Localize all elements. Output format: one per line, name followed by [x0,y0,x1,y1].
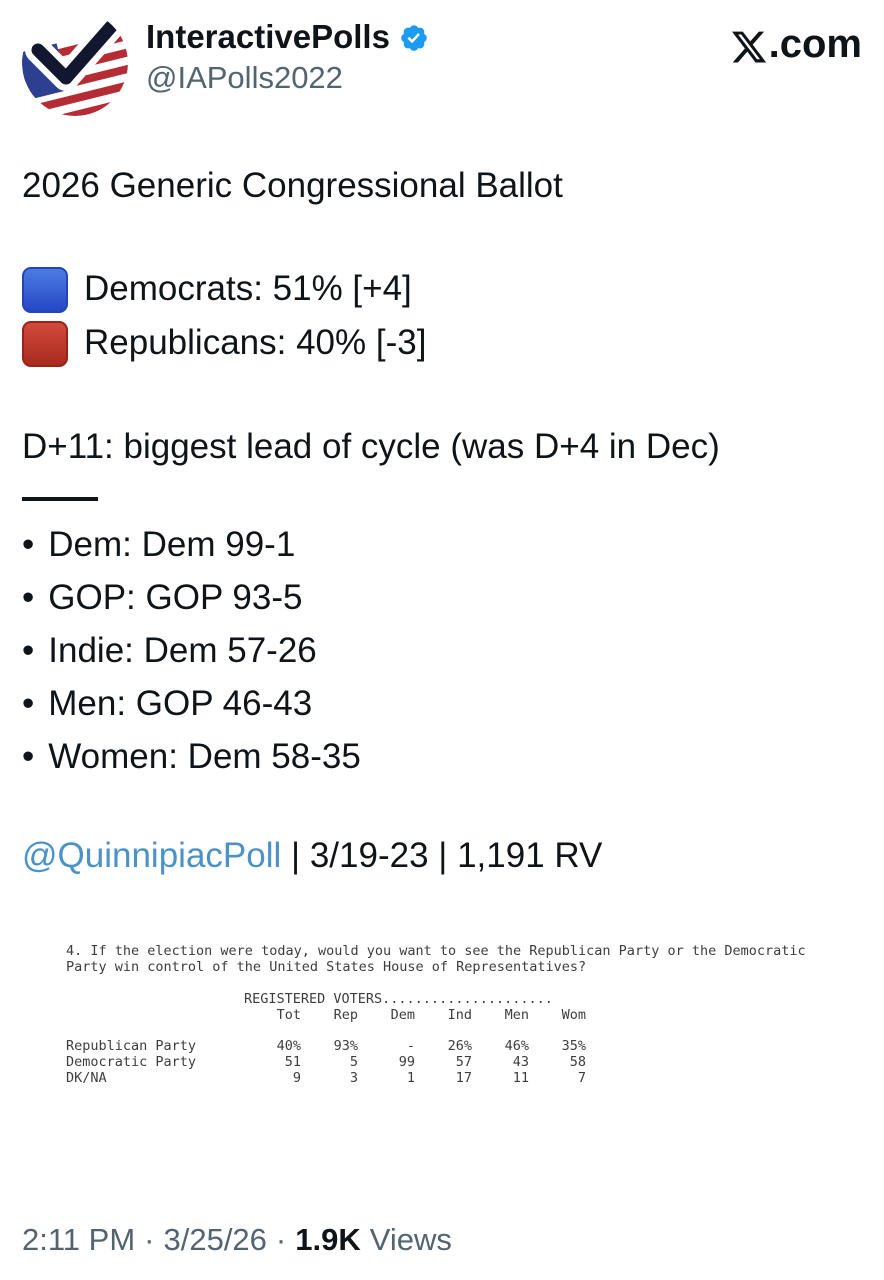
row-label: Republican Party [66,1037,197,1054]
bullet-text: Indie: Dem 57-26 [48,631,317,671]
xcom-watermark: .com [730,10,862,67]
table-cell: 58 [569,1053,586,1070]
table-cell: 46% [504,1037,529,1054]
bullet-icon: • [22,525,35,565]
table-row: Democratic Party 51 5 99 57 43 58 [66,1054,862,1070]
table-cell: 7 [577,1069,586,1086]
table-cell: 9 [292,1069,301,1086]
column-header: Dem [390,1006,415,1023]
table-cell: 26% [447,1037,472,1054]
registered-voters-header: REGISTERED VOTERS..................... [244,990,553,1007]
crosstab-group-header-row: REGISTERED VOTERS..................... [66,991,862,1007]
display-name[interactable]: InteractivePolls [146,18,390,55]
tweet-body: 2026 Generic Congressional Ballot Democr… [22,116,862,1086]
lead-note: D+11: biggest lead of cycle (was D+4 in … [22,426,720,466]
dem-result-text: Democrats: 51% [+4] [84,269,412,309]
x-logo-icon [730,28,768,66]
table-cell: 51 [284,1053,301,1070]
column-header: Tot [276,1006,301,1023]
quinnipiac-link[interactable]: @QuinnipiacPoll [22,836,282,875]
source-details: | 3/19-23 | 1,191 RV [291,836,603,875]
table-row: Republican Party 40% 93% - 26% 46% 35% [66,1038,862,1054]
table-cell: 93% [333,1037,358,1054]
bullet-text: Dem: Dem 99-1 [48,525,296,565]
dem-result-line: Democrats: 51% [+4] [22,263,862,317]
list-item: • Indie: Dem 57-26 [22,625,862,678]
bullet-text: Men: GOP 46-43 [48,684,313,724]
gop-result-text: Republicans: 40% [-3] [84,323,427,363]
bullet-icon: • [22,684,35,724]
table-cell: 35% [561,1037,586,1054]
user-handle[interactable]: @IAPolls2022 [146,60,343,96]
tweet-header: InteractivePolls @IAPolls2022 .com [22,10,862,116]
table-cell: 99 [398,1053,415,1070]
list-item: • GOP: GOP 93-5 [22,572,862,625]
list-item: • Men: GOP 46-43 [22,678,862,731]
poll-crosstab-image[interactable]: 4. If the election were today, would you… [66,943,862,1086]
table-cell: 1 [406,1069,415,1086]
table-cell: 40% [276,1037,301,1054]
crosstab-bullets: • Dem: Dem 99-1 • GOP: GOP 93-5 • Indie:… [22,519,862,784]
list-item: • Women: Dem 58-35 [22,731,862,784]
table-spacer [66,1023,862,1038]
dot-separator: · [275,1222,287,1257]
date: 3/25/26 [163,1222,267,1257]
bullet-icon: • [22,631,35,671]
table-cell: 3 [349,1069,358,1086]
table-cell: 57 [455,1053,472,1070]
column-header: Ind [447,1006,472,1023]
column-header: Men [504,1006,529,1023]
views-count: 1.9K [295,1222,361,1257]
divider-line [22,497,98,501]
verified-badge-icon [399,23,429,53]
poll-results: Democrats: 51% [+4] Republicans: 40% [-3… [22,263,862,371]
bullet-icon: • [22,578,35,618]
crosstab-question: 4. If the election were today, would you… [66,942,806,975]
tweet-footer: 2:11 PM · 3/25/26 · 1.9K Views [22,1222,862,1266]
dot-separator: · [144,1222,155,1257]
bullet-text: GOP: GOP 93-5 [48,578,303,618]
blue-square-emoji-icon [22,266,68,313]
bullet-icon: • [22,737,35,777]
bullet-text: Women: Dem 58-35 [48,737,361,777]
column-header: Wom [561,1006,586,1023]
views-label: Views [369,1222,452,1257]
empty-cell [66,1007,244,1023]
gop-result-line: Republicans: 40% [-3] [22,317,862,371]
tweet-title: 2026 Generic Congressional Ballot [22,166,563,205]
source-line: @QuinnipiacPoll | 3/19-23 | 1,191 RV [22,830,862,883]
row-label: DK/NA [66,1069,107,1086]
xcom-suffix-text: .com [768,22,862,66]
avatar[interactable] [22,10,128,116]
list-item: • Dem: Dem 99-1 [22,519,862,572]
table-cell: 5 [349,1053,358,1070]
table-cell: 17 [455,1069,472,1086]
empty-cell [66,991,244,1007]
column-header: Rep [333,1006,358,1023]
table-cell: - [406,1037,415,1054]
identity-block: InteractivePolls @IAPolls2022 [146,10,429,96]
table-cell: 43 [512,1053,529,1070]
red-square-emoji-icon [22,320,68,367]
table-row: DK/NA 9 3 1 17 11 7 [66,1070,862,1086]
row-label: Democratic Party [66,1053,197,1070]
timestamp: 2:11 PM [22,1222,136,1257]
table-cell: 11 [512,1069,529,1086]
crosstab-column-header-row: Tot Rep Dem Ind Men Wom [66,1007,862,1023]
flag-check-avatar-icon [22,10,128,116]
